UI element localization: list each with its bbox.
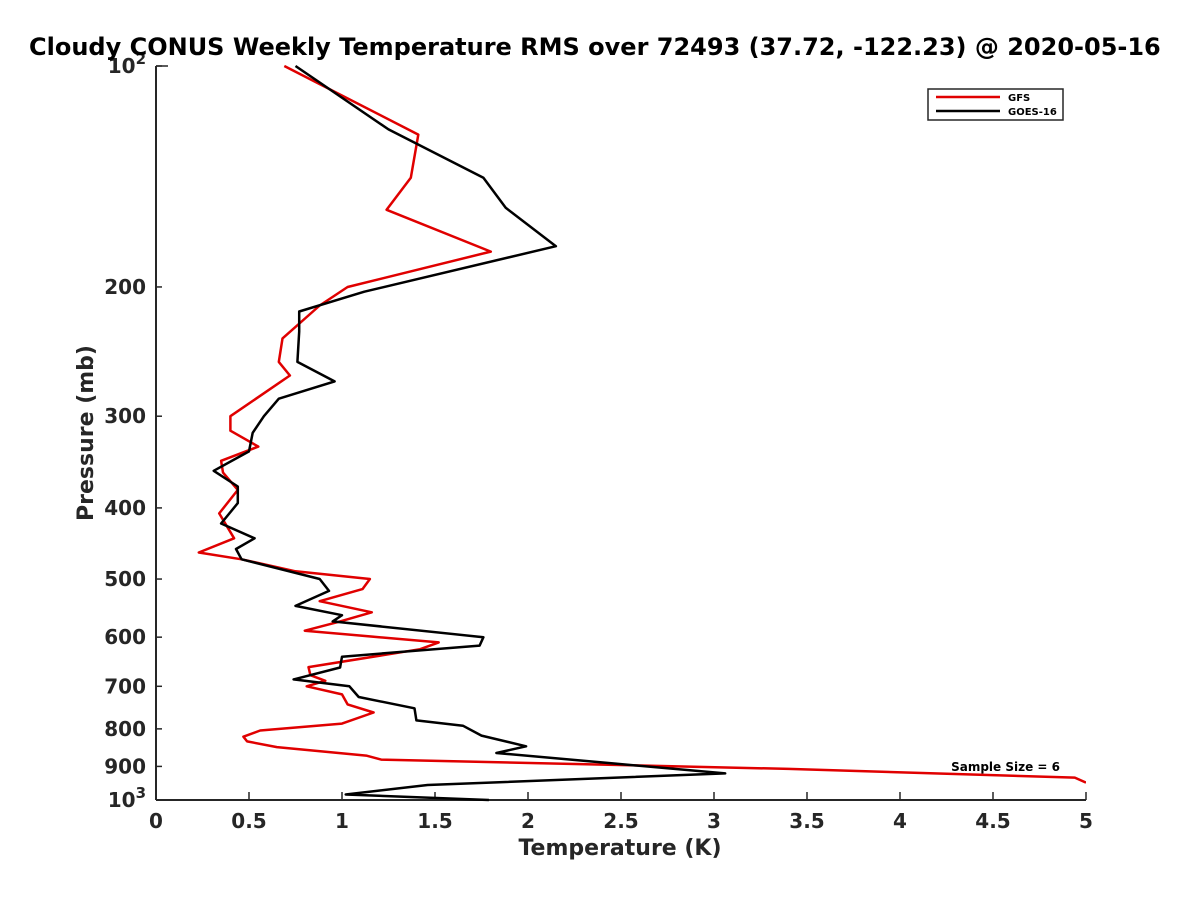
legend-label-gfs: GFS: [1008, 93, 1030, 104]
x-tick-label: 4.5: [975, 809, 1010, 833]
x-tick-label: 2.5: [603, 809, 638, 833]
y-tick-label: 500: [104, 567, 146, 591]
legend: GFS GOES-16: [927, 88, 1064, 121]
x-tick-label: 1: [335, 809, 349, 833]
series-line-goes-16: [212, 64, 727, 802]
legend-label-goes-16: GOES-16: [1008, 107, 1057, 118]
x-axis-label: Temperature (K): [518, 836, 721, 861]
sample-size-annotation: Sample Size = 6: [951, 760, 1060, 774]
y-tick-label: 700: [104, 674, 146, 698]
x-tick-label: 3.5: [789, 809, 824, 833]
y-tick-label: 400: [104, 496, 146, 520]
x-tick-label: 4: [893, 809, 907, 833]
y-tick-label: 300: [104, 404, 146, 428]
y-axis-label: Pressure (mb): [74, 345, 99, 521]
y-tick-label: 200: [104, 275, 146, 299]
y-tick-label: 800: [104, 717, 146, 741]
y-tick-label: 900: [104, 754, 146, 778]
y-tick-label: 600: [104, 625, 146, 649]
x-tick-label: 5: [1079, 809, 1093, 833]
series-line-gfs: [197, 64, 1086, 784]
x-tick-label: 3: [707, 809, 721, 833]
x-tick-label: 1.5: [417, 809, 452, 833]
y-tick-label: 103: [108, 784, 146, 812]
x-tick-label: 0: [149, 809, 163, 833]
chart-title: Cloudy CONUS Weekly Temperature RMS over…: [29, 33, 1161, 61]
y-tick-label: 102: [108, 50, 146, 78]
x-tick-label: 2: [521, 809, 535, 833]
x-tick-label: 0.5: [231, 809, 266, 833]
legend-box: [927, 88, 1064, 121]
